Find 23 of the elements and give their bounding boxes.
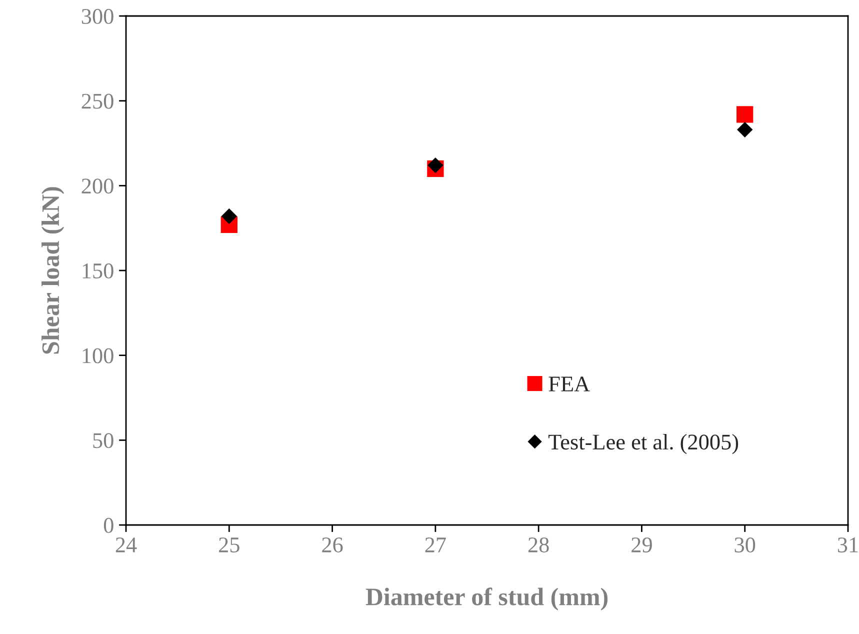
legend-label: FEA xyxy=(548,376,590,392)
x-tick-label: 31 xyxy=(838,538,858,552)
point xyxy=(736,106,754,123)
x-tick-label: 29 xyxy=(632,538,652,552)
y-tick-label: 200 xyxy=(82,178,114,194)
point xyxy=(221,208,237,224)
y-tick-label: 300 xyxy=(82,8,114,24)
y-tick-label: 0 xyxy=(104,518,114,533)
x-tick-label: 28 xyxy=(528,537,549,552)
legend-label: Test-Lee et al. (2005) xyxy=(548,434,738,454)
y-tick-label: 250 xyxy=(82,94,114,109)
point xyxy=(428,157,444,174)
y-axis-title: Shear load (kN) xyxy=(42,187,64,354)
x-tick-label: 24 xyxy=(116,538,137,552)
x-tick-label: 25 xyxy=(219,538,240,552)
y-tick-label: 150 xyxy=(82,263,114,278)
x-axis-title: Diameter of stud (mm) xyxy=(366,588,608,610)
x-tick-label: 30 xyxy=(734,537,756,552)
y-tick-label: 50 xyxy=(93,433,114,448)
x-tick-label: 27 xyxy=(425,538,446,552)
x-tick-label: 26 xyxy=(322,538,343,552)
point xyxy=(737,122,753,138)
y-tick-label: 100 xyxy=(82,348,114,364)
